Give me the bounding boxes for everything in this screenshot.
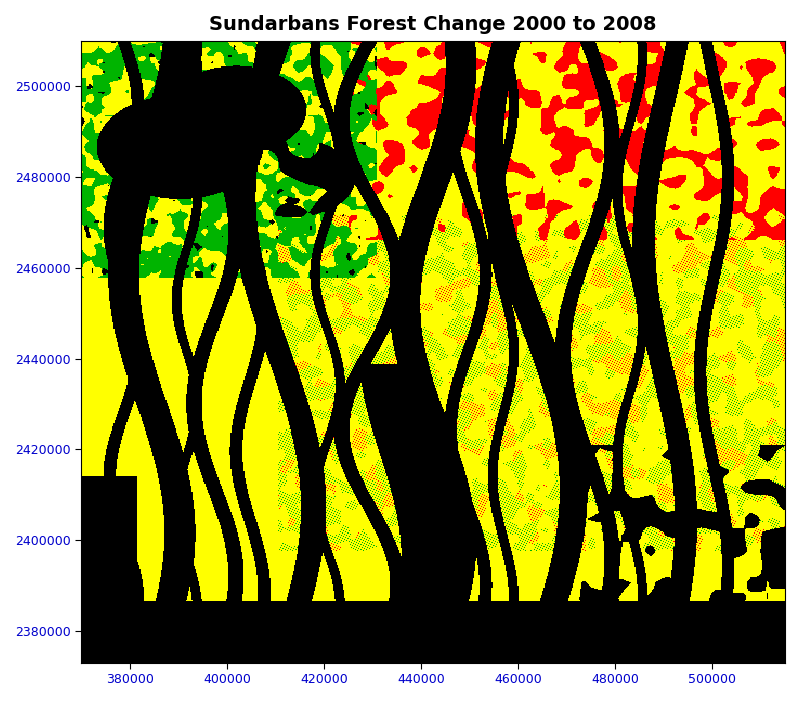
Title: Sundarbans Forest Change 2000 to 2008: Sundarbans Forest Change 2000 to 2008 <box>210 15 657 34</box>
